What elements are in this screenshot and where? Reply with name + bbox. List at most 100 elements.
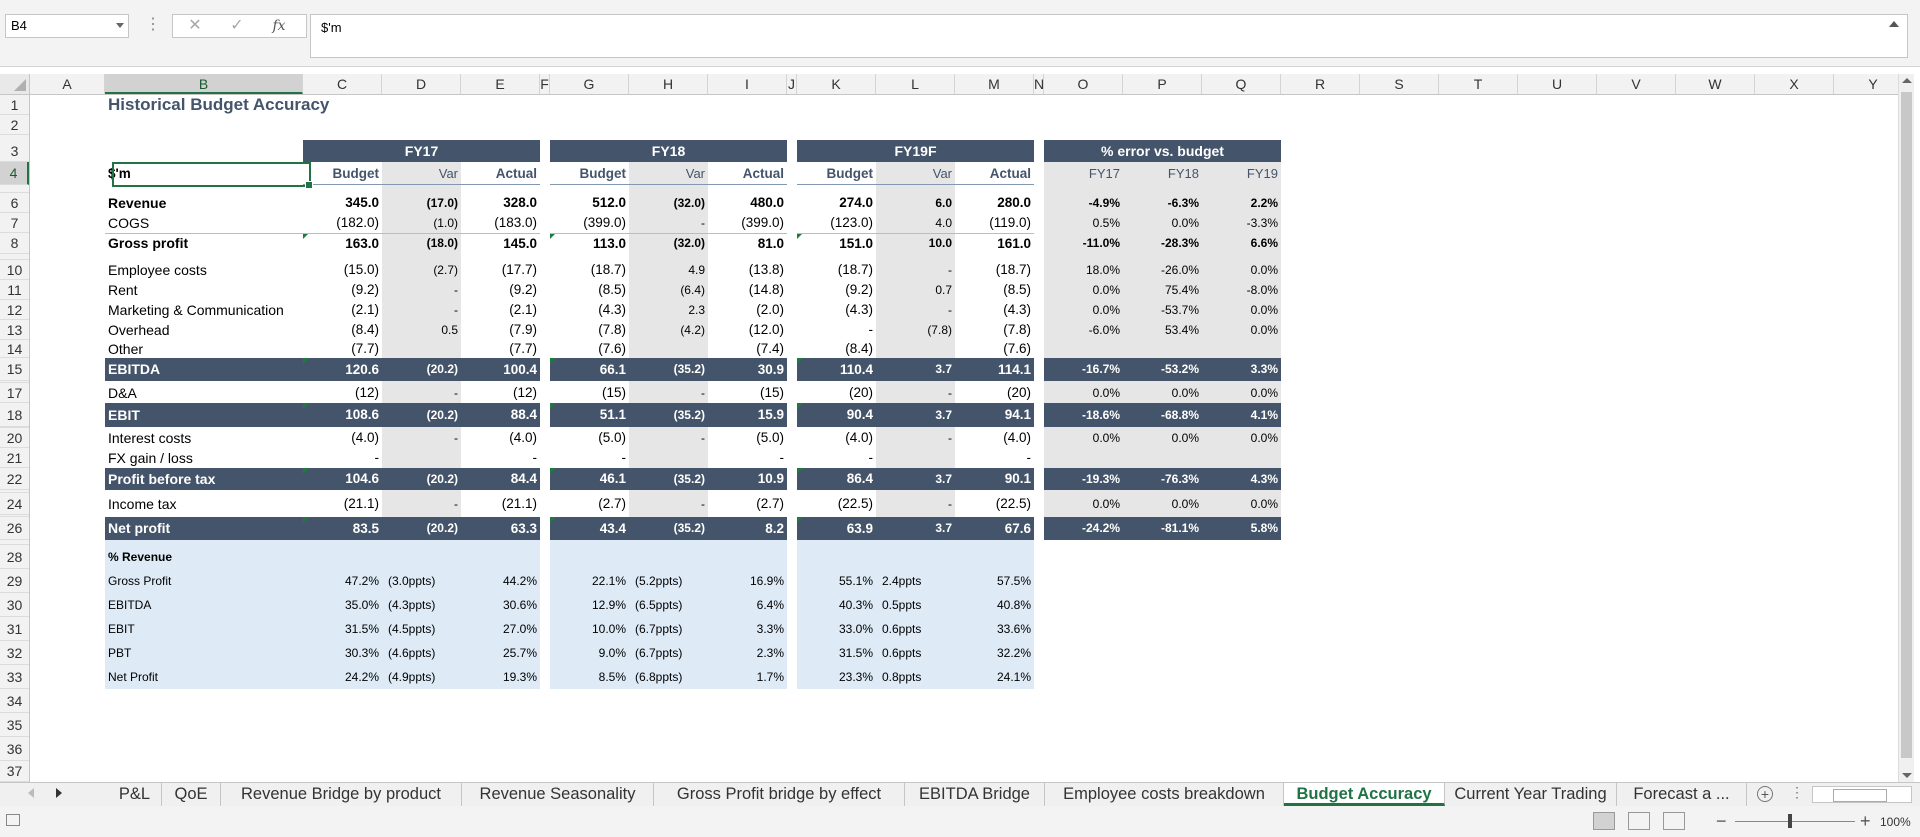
value-cell[interactable]: 63.9 bbox=[797, 517, 876, 540]
error-cell[interactable]: 0.0% bbox=[1044, 300, 1123, 320]
error-cell[interactable]: 0.0% bbox=[1202, 300, 1281, 320]
value-cell[interactable]: 81.0 bbox=[757, 236, 784, 251]
value-cell[interactable]: (35.2) bbox=[673, 408, 705, 422]
value-cell[interactable]: - bbox=[876, 428, 955, 448]
error-cell[interactable]: -19.3% bbox=[1081, 472, 1120, 486]
error-cell[interactable]: 0.0% bbox=[1044, 428, 1123, 448]
value-cell[interactable]: (13.8) bbox=[748, 262, 784, 277]
percent-value-cell[interactable]: 31.5% bbox=[838, 646, 873, 660]
value-cell[interactable]: (14.8) bbox=[748, 282, 784, 297]
value-cell[interactable]: 67.6 bbox=[1004, 521, 1031, 536]
column-header-f[interactable]: F bbox=[540, 74, 550, 94]
percent-value-cell[interactable]: (6.5ppts) bbox=[635, 598, 683, 612]
error-cell[interactable]: -81.1% bbox=[1160, 521, 1199, 535]
value-cell[interactable]: (12.0) bbox=[748, 322, 784, 337]
insert-function-icon[interactable]: fx bbox=[272, 18, 286, 34]
error-cell[interactable]: -53.7% bbox=[1123, 300, 1202, 320]
percent-value-cell[interactable]: 1.7% bbox=[756, 670, 784, 684]
column-header-l[interactable]: L bbox=[876, 74, 955, 94]
value-cell[interactable]: (15) bbox=[601, 385, 626, 400]
error-cell[interactable]: 0.0% bbox=[1202, 428, 1281, 448]
value-cell[interactable]: (123.0) bbox=[830, 215, 873, 230]
sheet-tab-budget-accuracy[interactable]: Budget Accuracy bbox=[1284, 783, 1445, 806]
row-label[interactable]: Gross profit bbox=[108, 235, 189, 251]
percent-row-label[interactable]: Net Profit bbox=[108, 670, 159, 684]
error-cell[interactable]: 3.3% bbox=[1250, 362, 1278, 376]
row-header-30[interactable]: 30 bbox=[0, 593, 29, 617]
value-cell[interactable]: 145.0 bbox=[503, 236, 537, 251]
value-cell[interactable]: 480.0 bbox=[750, 195, 784, 210]
percent-value-cell[interactable]: 8.5% bbox=[598, 670, 626, 684]
percent-value-cell[interactable]: 24.2% bbox=[344, 670, 379, 684]
sheet-tab-revenue-seasonality[interactable]: Revenue Seasonality bbox=[462, 783, 654, 806]
value-cell[interactable]: 94.1 bbox=[1004, 407, 1031, 422]
value-cell[interactable]: (183.0) bbox=[494, 215, 537, 230]
value-cell[interactable]: (8.4) bbox=[845, 341, 873, 356]
row-header-10[interactable]: 10 bbox=[0, 260, 29, 280]
percent-value-cell[interactable]: (3.0ppts) bbox=[388, 574, 436, 588]
row-header-5[interactable]: 5 bbox=[0, 185, 29, 193]
zoom-in-icon[interactable]: + bbox=[1860, 811, 1871, 831]
value-cell[interactable]: (2.1) bbox=[509, 302, 537, 317]
value-cell[interactable]: (7.9) bbox=[509, 322, 537, 337]
percent-value-cell[interactable]: (4.5ppts) bbox=[388, 622, 436, 636]
value-cell[interactable]: (20.2) bbox=[426, 408, 458, 422]
row-header-20[interactable]: 20 bbox=[0, 428, 29, 448]
value-cell[interactable]: (4.3) bbox=[845, 302, 873, 317]
error-cell[interactable]: -24.2% bbox=[1081, 521, 1120, 535]
error-cell[interactable]: 0.0% bbox=[1044, 383, 1123, 403]
percent-value-cell[interactable]: 55.1% bbox=[838, 574, 873, 588]
subheader-actual[interactable]: Actual bbox=[955, 162, 1034, 185]
column-header-a[interactable]: A bbox=[30, 74, 105, 94]
sheet-tab-revenue-bridge-by-product[interactable]: Revenue Bridge by product bbox=[221, 783, 462, 806]
value-cell[interactable]: 63.3 bbox=[510, 521, 537, 536]
value-cell[interactable]: 114.1 bbox=[997, 362, 1031, 377]
value-cell[interactable]: (4.0) bbox=[1003, 430, 1031, 445]
value-cell[interactable]: 2.3 bbox=[629, 300, 708, 320]
value-cell[interactable]: (35.2) bbox=[673, 362, 705, 376]
value-cell[interactable]: (399.0) bbox=[741, 215, 784, 230]
value-cell[interactable]: (18.0) bbox=[382, 233, 461, 254]
scroll-down-icon[interactable] bbox=[1902, 773, 1912, 778]
value-cell[interactable]: - bbox=[868, 450, 874, 465]
column-header-i[interactable]: I bbox=[708, 74, 787, 94]
value-cell[interactable]: (5.0) bbox=[756, 430, 784, 445]
row-header-18[interactable]: 18 bbox=[0, 403, 29, 427]
row-label[interactable]: Other bbox=[108, 341, 144, 357]
percent-value-cell[interactable]: 57.5% bbox=[996, 574, 1031, 588]
row-label[interactable]: Overhead bbox=[108, 322, 170, 338]
percent-value-cell[interactable]: 9.0% bbox=[598, 646, 626, 660]
value-cell[interactable]: 90.1 bbox=[1004, 471, 1031, 486]
percent-value-cell[interactable]: 32.2% bbox=[996, 646, 1031, 660]
value-cell[interactable]: 151.0 bbox=[797, 233, 876, 254]
value-cell[interactable]: (182.0) bbox=[336, 215, 379, 230]
row-header-16[interactable]: 16 bbox=[0, 381, 29, 383]
column-header-r[interactable]: R bbox=[1281, 74, 1360, 94]
value-cell[interactable]: (22.5) bbox=[995, 496, 1031, 511]
row-header-26[interactable]: 26 bbox=[0, 517, 29, 540]
value-cell[interactable]: 163.0 bbox=[303, 233, 382, 254]
column-header-o[interactable]: O bbox=[1044, 74, 1123, 94]
error-cell[interactable]: 5.8% bbox=[1250, 521, 1278, 535]
value-cell[interactable]: (20) bbox=[1006, 385, 1031, 400]
value-cell[interactable]: (7.8) bbox=[598, 322, 626, 337]
value-cell[interactable]: (18.7) bbox=[590, 262, 626, 277]
percent-row-label[interactable]: EBIT bbox=[108, 622, 135, 636]
percent-value-cell[interactable]: 25.7% bbox=[502, 646, 537, 660]
value-cell[interactable]: 84.4 bbox=[510, 471, 537, 486]
value-cell[interactable]: (7.4) bbox=[756, 341, 784, 356]
value-cell[interactable]: (119.0) bbox=[989, 215, 1031, 230]
percent-value-cell[interactable]: 31.5% bbox=[344, 622, 379, 636]
value-cell[interactable]: (17.0) bbox=[382, 193, 461, 213]
tab-scroll-left-icon[interactable] bbox=[28, 788, 34, 798]
value-cell[interactable]: 15.9 bbox=[757, 407, 784, 422]
value-cell[interactable]: (32.0) bbox=[629, 233, 708, 254]
row-label[interactable]: COGS bbox=[108, 215, 150, 231]
row-label[interactable]: Profit before tax bbox=[108, 471, 216, 487]
percent-value-cell[interactable]: 6.4% bbox=[756, 598, 784, 612]
value-cell[interactable]: (6.4) bbox=[629, 280, 708, 300]
collapse-formula-bar-icon[interactable] bbox=[1889, 21, 1899, 27]
column-header-g[interactable]: G bbox=[550, 74, 629, 94]
value-cell[interactable]: - bbox=[629, 383, 708, 403]
value-cell[interactable]: (7.8) bbox=[1003, 322, 1031, 337]
